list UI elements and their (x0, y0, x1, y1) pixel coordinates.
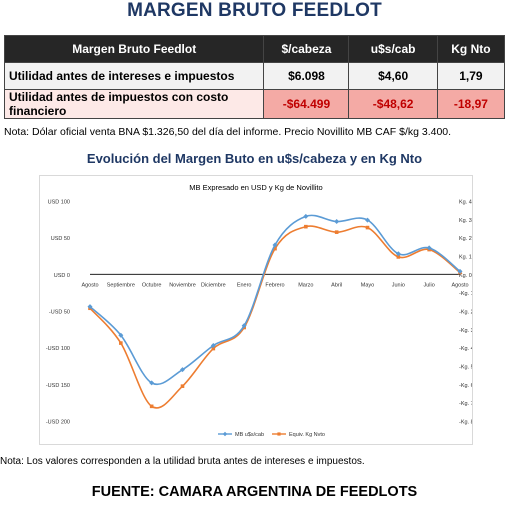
x-tick-label: Junio (392, 282, 405, 288)
exchange-rate-note: Nota: Dólar oficial venta BNA $1.326,50 … (4, 126, 452, 138)
y-right-tick-label: Kg. 20 (459, 236, 472, 242)
data-point-kg (211, 346, 216, 351)
y-right-tick-label: Kg. 30 (459, 218, 472, 224)
data-point-kg (365, 225, 370, 230)
data-point-usd (149, 380, 155, 386)
data-point-kg (334, 230, 339, 234)
chart-section-title: Evolución del Margen Buto en u$s/cabeza … (86, 151, 423, 166)
data-point-usd (180, 367, 185, 373)
chart-footnote: Nota: Los valores corresponden a la util… (0, 456, 365, 467)
y-right-tick-label: -Kg. 70 (459, 401, 472, 407)
x-tick-label: Diciembre (201, 282, 226, 288)
data-point-usd (426, 245, 432, 251)
data-point-kg (180, 384, 185, 388)
y-left-tick-label: -USD 50 (49, 310, 70, 316)
cell-usd: $4,60 (348, 62, 438, 90)
legend-label-kg: Equiv. Kg Nvto (289, 432, 325, 438)
data-point-kg (149, 404, 154, 409)
line-chart: MB Expresado en USD y Kg de Novillito USD… (46, 183, 477, 438)
cell-kg: -18,97 (436, 89, 506, 119)
data-point-kg (396, 255, 401, 259)
data-point-kg (273, 246, 277, 251)
chart-title: MB Expresado en USD y Kg de Novillito (189, 183, 322, 192)
data-point-usd (210, 342, 216, 348)
legend-marker-kg (277, 432, 281, 436)
y-left-tick-label: USD 50 (51, 236, 70, 242)
data-point-usd (457, 268, 463, 274)
x-tick-label: Agosto (451, 282, 468, 288)
data-point-kg (119, 341, 123, 345)
y-right-tick-label: -Kg. 60 (459, 383, 472, 389)
y-right-tick-label: -Kg. 30 (459, 328, 472, 334)
data-point-usd (241, 323, 247, 329)
cell-usd: -$48,62 (348, 89, 438, 119)
x-tick-label: Febrero (265, 282, 284, 288)
y-right-tick-label: -Kg. 20 (459, 310, 472, 316)
data-point-usd (87, 304, 93, 310)
y-left-tick-label: USD 100 (48, 200, 70, 206)
y-left-tick-label: -USD 100 (46, 346, 70, 352)
y-right-tick-label: -Kg. 10 (459, 291, 472, 297)
data-point-usd (334, 219, 340, 225)
x-tick-label: Octubre (142, 282, 162, 288)
legend-marker-usd (222, 431, 228, 437)
table-row: Utilidad antes de impuestos con costo fi… (3, 89, 506, 119)
table-header-row: Margen Bruto Feedlot $/cabeza u$s/cab Kg… (3, 35, 506, 63)
page-title: MARGEN BRUTO FEEDLOT (127, 0, 382, 21)
series-line-usd (89, 214, 461, 386)
row-label: Utilidad antes de intereses e impuestos (3, 62, 265, 90)
x-tick-label: Noviembre (169, 282, 196, 288)
cell-kg: 1,79 (436, 62, 506, 90)
y-right-tick-label: Kg. 10 (459, 255, 472, 261)
data-point-usd (118, 332, 124, 338)
x-tick-label: Julio (424, 282, 435, 288)
x-tick-label: Mayo (361, 282, 374, 288)
y-right-tick-label: -Kg. 50 (459, 365, 472, 371)
data-point-kg (304, 224, 308, 229)
x-tick-label: Enero (237, 282, 252, 288)
data-point-usd (365, 217, 370, 223)
cell-pesos: -$64.499 (263, 89, 350, 119)
table-header: $/cabeza (263, 35, 350, 63)
chart-container: MB Expresado en USD y Kg de Novillito USD… (39, 175, 477, 445)
y-left-tick-label: -USD 150 (46, 383, 70, 389)
legend-label-usd: MB u$s/cab (235, 432, 264, 438)
data-point-usd (272, 242, 278, 248)
x-tick-label: Abril (331, 282, 342, 288)
y-right-tick-label: Kg. 40 (459, 200, 472, 206)
table-header: Kg Nto (436, 35, 506, 63)
cell-pesos: $6.098 (263, 62, 350, 90)
x-tick-label: Septiembre (107, 282, 135, 288)
table-header: u$s/cab (348, 35, 438, 63)
series-line-kg (89, 225, 461, 409)
margin-table: Margen Bruto Feedlot $/cabeza u$s/cab Kg… (3, 35, 506, 119)
data-point-usd (303, 213, 309, 219)
row-label: Utilidad antes de impuestos con costo fi… (3, 89, 265, 119)
data-point-usd (395, 251, 401, 257)
y-left-tick-label: USD 0 (54, 273, 70, 279)
y-right-tick-label: -Kg. 80 (459, 420, 472, 426)
x-tick-label: Marzo (298, 282, 313, 288)
source-credit: FUENTE: CAMARA ARGENTINA DE FEEDLOTS (91, 484, 418, 500)
y-right-tick-label: Kg. 0 (459, 273, 472, 279)
x-tick-label: Agosto (81, 282, 98, 288)
y-left-tick-label: -USD 200 (46, 420, 70, 426)
y-right-tick-label: -Kg. 40 (459, 346, 472, 352)
table-header: Margen Bruto Feedlot (3, 35, 265, 63)
table-row: Utilidad antes de intereses e impuestos … (3, 62, 506, 90)
